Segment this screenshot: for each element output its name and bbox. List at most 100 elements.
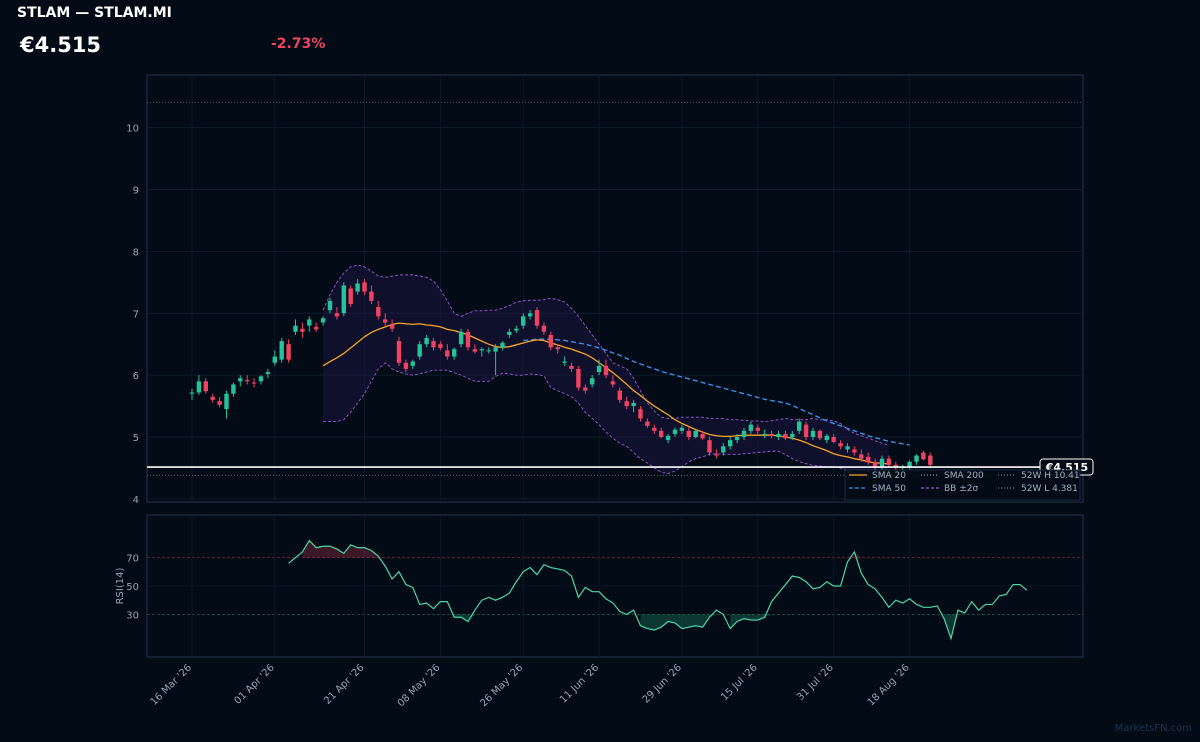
candle: [679, 424, 685, 434]
candle-body: [824, 435, 829, 441]
candle-body: [389, 324, 395, 329]
candle: [562, 356, 567, 366]
rsi-line: [288, 539, 1028, 641]
rsi-tick-label: 50: [126, 582, 139, 593]
candle-body: [410, 361, 415, 366]
candle-body: [300, 328, 305, 332]
candle-body: [679, 427, 685, 431]
candle-body: [265, 372, 271, 374]
candle: [652, 424, 657, 434]
candle-body: [258, 376, 264, 382]
candle: [672, 427, 678, 438]
candle: [541, 322, 547, 335]
candle-body: [403, 362, 409, 369]
candle-body: [555, 347, 560, 350]
legend-label: SMA 50: [872, 484, 906, 494]
candle-body: [527, 313, 533, 317]
candle: [458, 328, 464, 348]
candle: [921, 450, 926, 461]
candle: [403, 359, 409, 373]
candle: [465, 328, 471, 351]
candle: [327, 297, 333, 314]
date-tick-label: 26 May '26: [478, 662, 525, 709]
candle: [396, 336, 402, 366]
candle-body: [424, 338, 429, 345]
ticker-title: STLAM — STLAM.MI: [17, 5, 172, 21]
candle: [272, 350, 277, 366]
candle: [410, 359, 415, 369]
candle-body: [189, 392, 195, 394]
candle: [728, 437, 733, 450]
candle-body: [479, 349, 484, 351]
candle-body: [251, 382, 257, 384]
candle: [486, 347, 491, 354]
candle: [824, 433, 829, 444]
candle-body: [431, 341, 436, 348]
candle-body: [797, 421, 802, 431]
candle: [859, 449, 864, 462]
candle-body: [562, 361, 567, 363]
candle: [831, 433, 836, 444]
candle: [596, 359, 602, 376]
candle-body: [845, 446, 850, 450]
rsi-tick-label: 30: [126, 610, 139, 621]
candle-body: [776, 433, 781, 438]
candle: [693, 429, 698, 439]
candle-body: [755, 427, 760, 431]
date-tick-label: 18 Aug '26: [866, 662, 912, 708]
legend-label: SMA 200: [944, 471, 984, 481]
candle-body: [293, 325, 298, 332]
watermark: MarketsFN.com: [1114, 723, 1192, 734]
candle: [417, 341, 422, 360]
legend-label: SMA 20: [872, 471, 906, 481]
candle: [196, 375, 202, 395]
candle-body: [762, 433, 767, 435]
rsi-overbought-fill: [302, 540, 386, 558]
candle: [700, 430, 705, 441]
candle-body: [548, 334, 553, 348]
candle: [624, 396, 629, 410]
candle: [479, 347, 484, 357]
legend-label: BB ±2σ: [944, 484, 978, 494]
price-tick-label: 6: [133, 371, 139, 382]
candle: [810, 427, 816, 441]
candle: [527, 310, 533, 320]
candle-body: [610, 381, 616, 385]
candle-body: [617, 390, 622, 400]
candle-body: [521, 316, 526, 326]
candle-body: [341, 285, 346, 314]
price-tick-label: 10: [126, 124, 139, 135]
candle-body: [210, 396, 215, 400]
rsi-panel[interactable]: 30 50 70 RSI(14): [115, 514, 1084, 658]
rsi-oversold-fill: [944, 614, 958, 639]
candle: [521, 313, 526, 329]
candle-body: [514, 328, 519, 331]
candle-body: [534, 310, 540, 326]
candle-body: [672, 429, 678, 434]
candle: [189, 388, 195, 400]
bollinger-lower: [323, 362, 890, 476]
candle: [251, 378, 257, 388]
candle: [507, 328, 512, 339]
price-tick-label: 4: [133, 495, 139, 506]
date-tick-label: 16 Mar '26: [149, 662, 195, 708]
candle: [886, 455, 892, 468]
candle: [748, 421, 754, 434]
candle: [803, 421, 809, 441]
chart-legend: SMA 20 SMA 50 SMA 200 BB ±2σ 52W H 10.41 52W …: [844, 469, 1081, 501]
candle: [472, 344, 478, 354]
candle-body: [741, 430, 747, 438]
candle-body: [748, 424, 754, 431]
legend-box: [844, 469, 1081, 501]
candle: [307, 316, 312, 332]
candle: [348, 285, 353, 308]
candle-body: [928, 455, 933, 465]
candle-body: [693, 430, 698, 438]
candle-body: [396, 341, 402, 363]
candle: [617, 387, 622, 403]
candle-body: [314, 326, 319, 330]
candle-body: [569, 365, 574, 369]
date-tick-label: 08 May '26: [396, 662, 443, 709]
